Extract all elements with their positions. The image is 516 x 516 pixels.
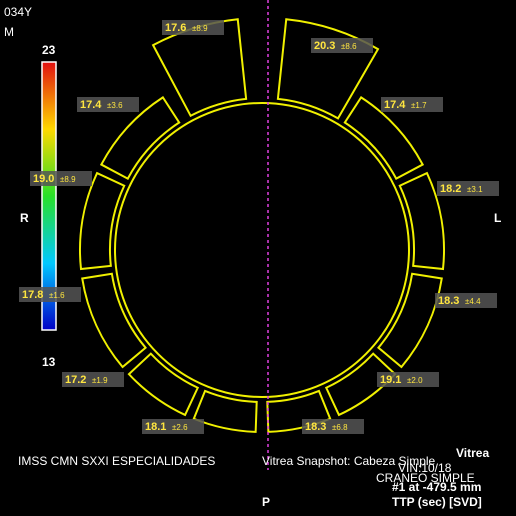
region-mean: 17.4 xyxy=(80,99,102,111)
region-sd: ±8.9 xyxy=(60,175,76,184)
region-sd: ±8.6 xyxy=(341,42,357,51)
region-sd: ±4.4 xyxy=(465,297,481,306)
region-sd: ±1.9 xyxy=(92,376,108,385)
region-mean: 17.8 xyxy=(22,289,43,301)
viewer: 034Y M 23 13 R L P IMSS CMN SXXI ESPECIA… xyxy=(0,0,516,516)
institution: IMSS CMN SXXI ESPECIALIDADES xyxy=(18,454,215,468)
region-mean: 18.1 xyxy=(145,421,166,433)
orientation-right: R xyxy=(20,211,29,225)
region-mean: 18.2 xyxy=(440,183,461,195)
region-sd: ±1.6 xyxy=(49,291,65,300)
region-sd: ±2.0 xyxy=(407,376,423,385)
colorbar-min: 13 xyxy=(42,355,56,369)
region-mean: 18.3 xyxy=(305,421,326,433)
map-type: TTP (sec) [SVD] xyxy=(392,495,482,509)
region-sd: ±1.7 xyxy=(411,101,427,110)
region-sd: ±3.1 xyxy=(467,185,483,194)
region-mean: 17.2 xyxy=(65,374,86,386)
sex: M xyxy=(4,25,14,39)
region-mean: 19.0 xyxy=(33,173,54,185)
region-mean: 20.3 xyxy=(314,40,335,52)
age: 034Y xyxy=(4,5,32,19)
region-mean: 17.6 xyxy=(165,22,186,34)
region-mean: 17.4 xyxy=(384,99,406,111)
orientation-left: L xyxy=(494,211,501,225)
orientation-posterior: P xyxy=(262,495,270,509)
region-sd: ±3.6 xyxy=(107,101,123,110)
region-sd: ±8.9 xyxy=(192,24,208,33)
region-mean: 19.1 xyxy=(380,374,401,386)
region-sd: ±2.6 xyxy=(172,423,188,432)
brand: Vitrea xyxy=(456,446,489,460)
region-mean: 18.3 xyxy=(438,295,459,307)
position: #1 at -479.5 mm xyxy=(392,480,481,494)
region-sd: ±6.8 xyxy=(332,423,348,432)
colorbar-max: 23 xyxy=(42,43,56,57)
background xyxy=(0,0,516,516)
